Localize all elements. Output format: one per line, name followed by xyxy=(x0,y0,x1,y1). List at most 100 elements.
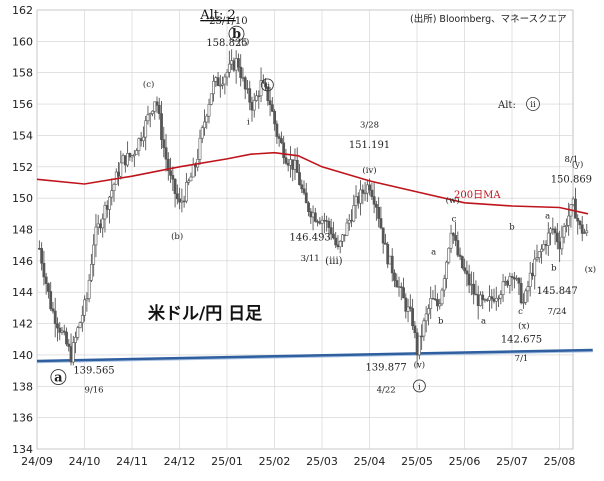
price-bar-body xyxy=(519,283,523,304)
x-tick-label: 24/09 xyxy=(21,455,53,468)
price-bar-body xyxy=(246,88,249,90)
price-bar-body xyxy=(110,190,114,198)
price-bar-body xyxy=(74,337,77,343)
price-bar-body xyxy=(359,189,362,204)
price-bar-body xyxy=(132,153,136,157)
price-bar-body xyxy=(44,276,48,284)
price-bar-body xyxy=(365,184,369,194)
price-bar-body xyxy=(155,101,159,106)
price-bar-body xyxy=(528,272,532,287)
price-bar-body xyxy=(277,136,281,139)
x-tick-label: 25/02 xyxy=(259,455,291,468)
price-bar-body xyxy=(508,276,512,286)
price-bar-body xyxy=(123,155,127,166)
price-bar-body xyxy=(207,104,211,117)
price-bar-body xyxy=(266,86,270,101)
price-bar-body xyxy=(510,276,514,278)
wave-label-circle xyxy=(260,78,274,92)
price-bar-body xyxy=(370,189,374,197)
price-bar-body xyxy=(282,142,286,159)
price-bar-body xyxy=(191,164,195,178)
price-bar-body xyxy=(472,283,476,295)
price-bar-body xyxy=(144,120,148,138)
price-bar-body xyxy=(526,286,530,292)
price-bar-body xyxy=(578,220,582,226)
price-bar-body xyxy=(198,137,202,160)
price-bar-body xyxy=(173,178,177,195)
price-bar-body xyxy=(479,294,482,306)
price-bar-body xyxy=(517,277,521,284)
price-bar-body xyxy=(268,100,272,105)
wave-annotation: a xyxy=(481,317,486,327)
price-bar-body xyxy=(40,248,44,264)
price-bar-body xyxy=(544,243,548,246)
price-bar-body xyxy=(252,100,256,111)
price-bar-body xyxy=(304,192,308,204)
price-bar-body xyxy=(257,95,261,97)
wave-annotation: 139.565 xyxy=(73,366,114,377)
price-bar-body xyxy=(476,294,480,306)
price-bar-body xyxy=(322,219,326,222)
x-tick-label: 25/04 xyxy=(354,455,386,468)
price-bar-body xyxy=(433,298,437,301)
price-bar-body xyxy=(397,286,401,288)
price-bar-body xyxy=(273,111,277,125)
price-bar-body xyxy=(374,203,378,208)
price-bar-body xyxy=(255,95,258,101)
price-bar-body xyxy=(440,289,444,305)
y-tick-label: 136 xyxy=(12,412,33,425)
price-bar-body xyxy=(456,240,460,256)
price-bar-body xyxy=(501,281,505,295)
wave-annotation: 146.493 xyxy=(289,232,330,243)
price-bar-body xyxy=(458,254,462,257)
price-bar-body xyxy=(415,332,419,356)
price-bar-body xyxy=(558,241,562,250)
price-bar-body xyxy=(413,325,417,334)
wave-annotation: ⅰ xyxy=(418,382,421,392)
wave-annotation: ⅰ xyxy=(247,117,250,127)
price-bar-body xyxy=(436,299,439,307)
price-bar-body xyxy=(580,224,584,234)
price-bar-body xyxy=(78,322,82,328)
price-bar-body xyxy=(103,205,107,220)
price-bar-body xyxy=(571,198,575,205)
price-bar-body xyxy=(388,255,392,265)
price-bar-body xyxy=(483,299,487,301)
price-bar-body xyxy=(239,66,243,78)
price-bar-body xyxy=(329,227,333,235)
y-tick-label: 146 xyxy=(12,255,33,268)
price-bar-body xyxy=(469,283,473,286)
grid-layer xyxy=(36,9,573,450)
wave-annotation: 9/16 xyxy=(84,386,103,396)
ma-layer xyxy=(36,151,589,215)
y-tick-label: 154 xyxy=(12,129,33,142)
price-bar-body xyxy=(289,159,292,166)
price-bar-body xyxy=(338,241,342,248)
price-bar-body xyxy=(175,193,179,200)
price-bar-body xyxy=(117,171,120,177)
wave-annotation: (iii) xyxy=(325,256,342,267)
price-bar-body xyxy=(356,196,360,204)
price-bar-body xyxy=(171,175,175,180)
price-bar-body xyxy=(354,196,358,206)
price-bar-body xyxy=(332,233,335,239)
price-bar-body xyxy=(422,320,426,337)
price-bar-body xyxy=(481,294,485,300)
wave-annotation: b xyxy=(232,27,241,42)
price-bar-body xyxy=(232,60,236,71)
y-tick-label: 160 xyxy=(12,35,33,48)
x-tick-label: 24/10 xyxy=(69,455,101,468)
y-tick-label: 162 xyxy=(12,4,33,17)
price-bar-body xyxy=(463,267,467,272)
wave-annotation: 139.877 xyxy=(365,363,406,374)
price-bar-body xyxy=(377,207,381,219)
wave-annotation: (v) xyxy=(414,359,425,370)
price-bar-body xyxy=(564,225,568,227)
price-bar-body xyxy=(218,84,222,87)
price-bar-body xyxy=(395,280,399,288)
support-trendline-shadow xyxy=(36,351,593,364)
support-trendline xyxy=(36,348,593,363)
price-bar-body xyxy=(237,58,240,68)
price-bar-body xyxy=(209,93,213,105)
price-bar-body xyxy=(47,283,50,292)
